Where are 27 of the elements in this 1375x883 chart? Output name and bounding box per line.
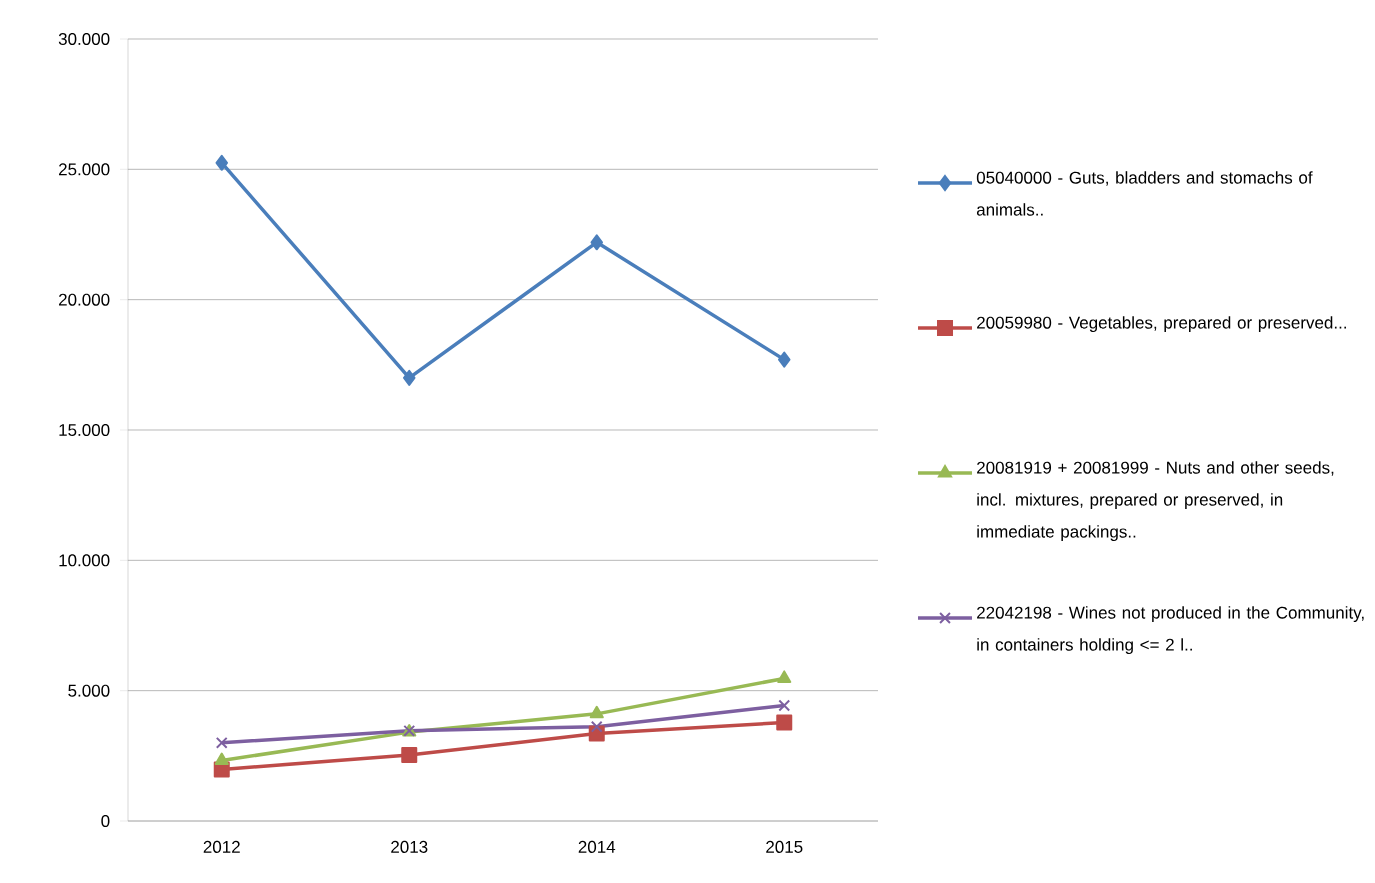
y-tick-label: 15.000	[59, 423, 110, 437]
legend-label: 05040000 - Guts, bladders and stomachs of animals..	[976, 171, 1313, 216]
point	[590, 234, 603, 251]
point	[214, 752, 229, 766]
point	[776, 714, 793, 731]
point	[778, 351, 791, 368]
y-tick-label: 5.000	[68, 684, 110, 697]
x-tick-label: 2012	[203, 840, 240, 853]
legend-label: 22042198 - Wines not produced in the Community, in containers holding <= 2 l..	[977, 606, 1364, 655]
point	[401, 747, 418, 764]
point	[403, 369, 416, 386]
x-tick-label: 2015	[766, 840, 803, 853]
x-tick-label: 2013	[391, 840, 428, 853]
y-tick-label: 10.000	[59, 554, 110, 567]
y-tick-label: 0	[101, 814, 110, 828]
y-tick-label: 25.000	[59, 163, 110, 176]
point	[589, 705, 604, 719]
point	[590, 720, 603, 733]
point	[777, 670, 792, 683]
legend-label: 20081919 + 20081999 - Nuts and other seeds, incl. mixtures, prepared or preserved, in immediate packings..	[977, 461, 1334, 542]
y-tick-label: 30.000	[58, 32, 110, 46]
legend-label: 20059980 - Vegetables, prepared or preserved...	[977, 316, 1347, 333]
point	[778, 699, 791, 712]
point	[215, 154, 228, 171]
x-tick-label: 2014	[578, 840, 616, 853]
point	[215, 736, 228, 749]
y-tick-label: 20.000	[59, 293, 110, 306]
